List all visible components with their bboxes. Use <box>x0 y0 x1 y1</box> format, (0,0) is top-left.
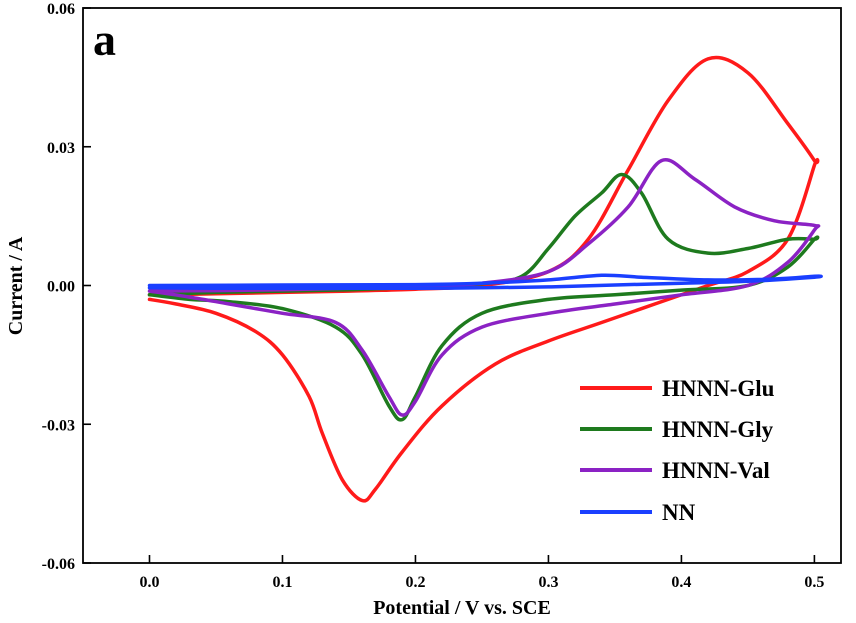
legend-label: HNNN-Val <box>662 458 770 483</box>
x-tick-label: 0.5 <box>804 574 824 591</box>
y-tick-label: 0.03 <box>47 140 75 157</box>
legend-item-hnnn-glu: HNNN-Glu <box>580 376 775 401</box>
series-layer <box>147 55 823 503</box>
x-tick-label: 0.2 <box>405 574 425 591</box>
x-tick-label: 0.0 <box>139 574 159 591</box>
x-axis-title: Potential / V vs. SCE <box>373 597 551 619</box>
y-axis-title: Current / A <box>5 236 27 335</box>
x-tick-label: 0.3 <box>538 574 558 591</box>
panel-label: a <box>93 14 116 65</box>
plot-area: 0.0 0.1 0.2 0.3 0.4 0.5 -0.06 -0.03 0.00 0.03 0.06 <box>42 1 842 591</box>
tick-layer: 0.0 0.1 0.2 0.3 0.4 0.5 -0.06 -0.03 0.00 0.03 0.06 <box>42 1 825 591</box>
legend-item-nn: NN <box>580 500 696 525</box>
y-tick-label: -0.03 <box>42 417 75 434</box>
y-tick-label: -0.06 <box>42 556 75 573</box>
legend-label: NN <box>662 500 696 525</box>
legend-label: HNNN-Gly <box>662 417 774 442</box>
y-tick-label: 0.00 <box>47 279 75 296</box>
x-tick-label: 0.4 <box>671 574 691 591</box>
x-tick-label: 0.1 <box>272 574 292 591</box>
y-tick-label: 0.06 <box>47 1 75 18</box>
legend-item-hnnn-val: HNNN-Val <box>580 458 770 483</box>
series-line-nn <box>147 273 823 291</box>
legend-item-hnnn-gly: HNNN-Gly <box>580 417 774 442</box>
legend: HNNN-Glu HNNN-Gly HNNN-Val NN <box>580 376 775 525</box>
legend-label: HNNN-Glu <box>662 376 775 401</box>
